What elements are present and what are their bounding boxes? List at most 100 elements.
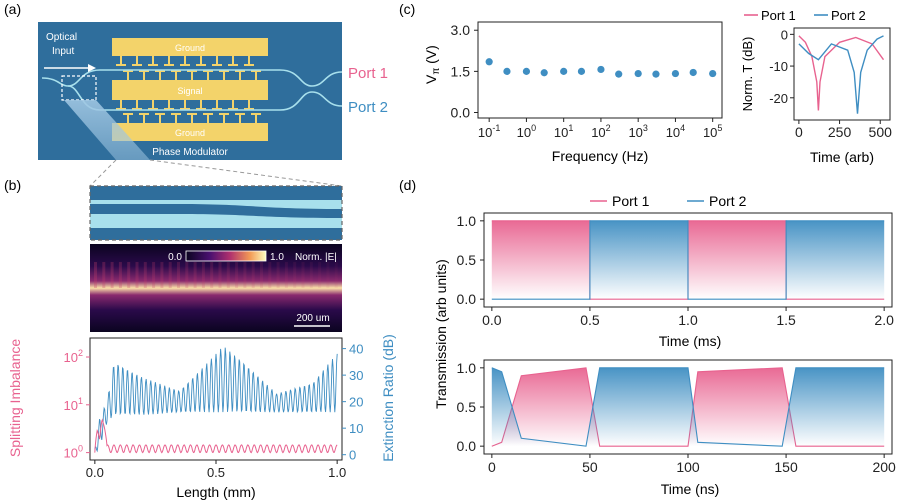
electrode-signal — [112, 80, 268, 100]
electrode-finger — [223, 70, 225, 80]
electrode-finger — [175, 113, 177, 123]
chart-d-top-ytick-label: 0.5 — [457, 252, 477, 268]
chart-c-left-xtick-label-exp: 0 — [531, 123, 536, 133]
splitter-zoom — [89, 185, 343, 241]
zoom-line-left — [89, 159, 117, 187]
electrode-finger-tip — [123, 70, 133, 72]
chart-b-xtick-label: 1.0 — [328, 465, 346, 480]
electrode-finger — [255, 70, 257, 80]
chart-c-left-xtick-label-base: 10 — [703, 125, 717, 140]
chart-b-ylabel-left: Splitting Imbalance — [7, 339, 23, 458]
electrode-finger-tip — [219, 113, 229, 115]
vpi-point — [560, 67, 568, 75]
electrode-finger-tip — [187, 113, 197, 115]
chart-c-left-xlabel: Frequency (Hz) — [552, 148, 648, 164]
electrode-finger — [239, 113, 241, 123]
electrode-finger — [136, 56, 138, 66]
electrode-finger-tip — [203, 70, 213, 72]
device-caption: Phase Modulator — [152, 147, 228, 158]
chart-c-right-xtick-label: 0 — [795, 124, 803, 140]
chart-c-left-ytick-label: 0.0 — [451, 105, 471, 121]
chart-c-right-marks: 0 250 500 0 -10 -20 — [769, 27, 892, 140]
electrode-finger-tip — [228, 64, 238, 66]
field-map: 0.0 1.0 Norm. |E| 200 um — [90, 244, 342, 332]
chart-b-ylabel-right: Extinction Ratio (dB) — [380, 334, 396, 462]
colorbar-max: 1.0 — [270, 252, 284, 263]
input-arrow-head — [88, 64, 96, 72]
extinction-ratio-line — [94, 347, 338, 453]
legend-c-port1: Port 1 — [761, 8, 796, 23]
device-schematic: Ground Signal Ground Optical Input Phase… — [38, 22, 388, 160]
electrode-finger — [175, 70, 177, 80]
chart-b-ytick-right-label: 30 — [349, 368, 363, 383]
chart-c-left-ylabel-v-sub: π — [431, 68, 442, 75]
field-ripple — [102, 262, 106, 288]
port2-transmission-line — [798, 35, 884, 114]
legend-c-port2: Port 2 — [831, 8, 866, 23]
chart-c-left-xtick-label: 100 — [517, 123, 536, 140]
chart-b-ytick-left-label-base: 10 — [64, 350, 78, 365]
chart-c-left-xtick-label: 10-1 — [478, 123, 500, 140]
electrode-finger — [239, 70, 241, 80]
vpi-point — [615, 70, 623, 78]
chart-c-right-ytick-label: 0 — [781, 27, 788, 42]
electrode-finger — [191, 70, 193, 80]
electrode-bottom-label: Ground — [175, 128, 205, 138]
electrode-finger-tip — [148, 108, 158, 110]
waveguide-arm-upper — [67, 69, 313, 87]
field-ripple — [143, 262, 147, 288]
vpi-point — [634, 69, 642, 78]
electrode-top-label: Ground — [175, 43, 205, 53]
electrode-finger-tip — [116, 108, 126, 110]
field-ripple — [318, 262, 322, 288]
field-ripple — [268, 262, 272, 288]
vpi-point — [671, 69, 680, 78]
electrode-finger — [143, 113, 145, 123]
electrode-finger-tip — [155, 70, 165, 72]
chart-c-left-xtick-label-base: 10 — [478, 125, 492, 140]
electrode-finger-tip — [187, 70, 197, 72]
field-colorbar — [185, 250, 267, 262]
chart-b-ytick-left-label: 101 — [64, 396, 83, 413]
chart-b-series — [94, 347, 338, 454]
chart-c-left-xtick-label-base: 10 — [517, 125, 531, 140]
electrode-finger — [216, 56, 218, 66]
chart-c-right-ytick-label: -20 — [769, 91, 788, 106]
field-ripple — [276, 262, 280, 288]
electrode-finger-tip — [139, 113, 149, 115]
chart-d-bottom-xtick-label: 150 — [774, 459, 798, 475]
chart-d-top-xlabel: Time (ms) — [659, 333, 721, 349]
field-ripple — [177, 262, 180, 288]
port1-label: Port 1 — [348, 65, 388, 82]
electrode-finger-tip — [180, 108, 190, 110]
field-ripple — [110, 262, 114, 288]
chart-b-ytick-right-label: 40 — [349, 342, 363, 357]
vpi-point — [577, 67, 586, 75]
chart-c-right-xtick-label: 250 — [828, 124, 852, 140]
splitting-imbalance-line — [94, 418, 338, 454]
chart-c-left-xtick-label-exp: 2 — [606, 123, 611, 133]
electrode-finger-tip — [228, 108, 238, 110]
chart-b-xlabel: Length (mm) — [176, 484, 255, 500]
field-ripple — [160, 262, 164, 288]
electrode-finger-tip — [235, 113, 245, 115]
chart-c-left-xtick-label-base: 10 — [628, 125, 642, 140]
electrode-finger-tip — [155, 113, 165, 115]
electrode-finger — [207, 113, 209, 123]
field-ripple — [168, 262, 172, 288]
chart-b-xtick-label: 0.0 — [86, 465, 104, 480]
electrode-finger-tip — [244, 64, 254, 66]
electrode-finger-tip — [244, 108, 254, 110]
electrode-finger-tip — [251, 113, 261, 115]
waveguide-input — [41, 77, 69, 87]
electrode-finger — [207, 70, 209, 80]
chart-c-left-xtick-label-exp: 3 — [643, 123, 648, 133]
vpi-point — [689, 68, 697, 77]
chart-c-left-xtick-label: 102 — [591, 123, 610, 140]
electrode-finger — [120, 56, 122, 66]
chart-d-bottom-xtick-label: 50 — [582, 459, 598, 475]
field-ripple — [309, 262, 313, 288]
electrode-finger — [191, 113, 193, 123]
chart-d-bottom-port2-line — [491, 367, 885, 447]
chart-c-right-ytick-label: -10 — [769, 59, 788, 74]
